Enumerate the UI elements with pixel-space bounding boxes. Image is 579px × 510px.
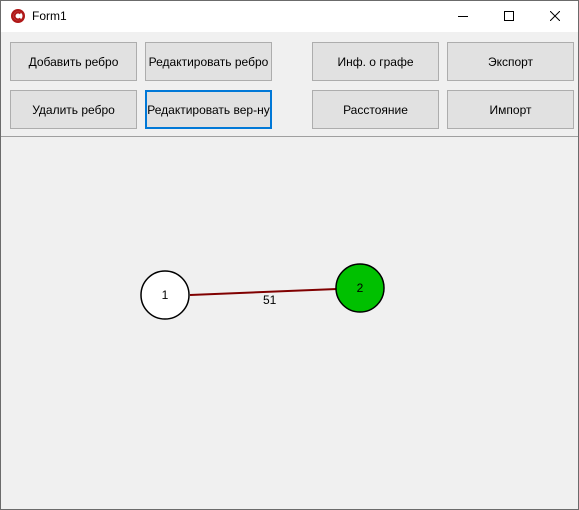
toolbar: Добавить ребро Редактировать ребро Инф. … <box>1 32 578 137</box>
graph-canvas[interactable]: 51 1 2 <box>1 137 578 509</box>
minimize-button[interactable] <box>440 1 486 32</box>
maximize-icon <box>504 8 514 26</box>
close-button[interactable] <box>532 1 578 32</box>
distance-button[interactable]: Расстояние <box>312 90 439 129</box>
graph-node-2[interactable] <box>335 263 385 313</box>
graph-edge[interactable] <box>189 288 338 296</box>
import-button[interactable]: Импорт <box>447 90 574 129</box>
graph-info-button[interactable]: Инф. о графе <box>312 42 439 81</box>
app-logo-icon <box>10 8 26 24</box>
node-2-label: 2 <box>357 281 364 295</box>
close-icon <box>549 8 561 26</box>
window-title: Form1 <box>32 9 67 23</box>
export-button[interactable]: Экспорт <box>447 42 574 81</box>
edge-weight-label: 51 <box>263 293 277 307</box>
graph-drawing: 51 1 2 <box>140 263 385 320</box>
title-bar[interactable]: Form1 <box>1 1 578 32</box>
edit-vertex-button[interactable]: Редактировать вер-ну <box>145 90 272 129</box>
graph-node-1[interactable] <box>140 270 190 320</box>
delete-edge-button[interactable]: Удалить ребро <box>10 90 137 129</box>
node-1-label: 1 <box>162 288 169 302</box>
edit-edge-button[interactable]: Редактировать ребро <box>145 42 272 81</box>
minimize-icon <box>458 8 468 26</box>
maximize-button[interactable] <box>486 1 532 32</box>
add-edge-button[interactable]: Добавить ребро <box>10 42 137 81</box>
